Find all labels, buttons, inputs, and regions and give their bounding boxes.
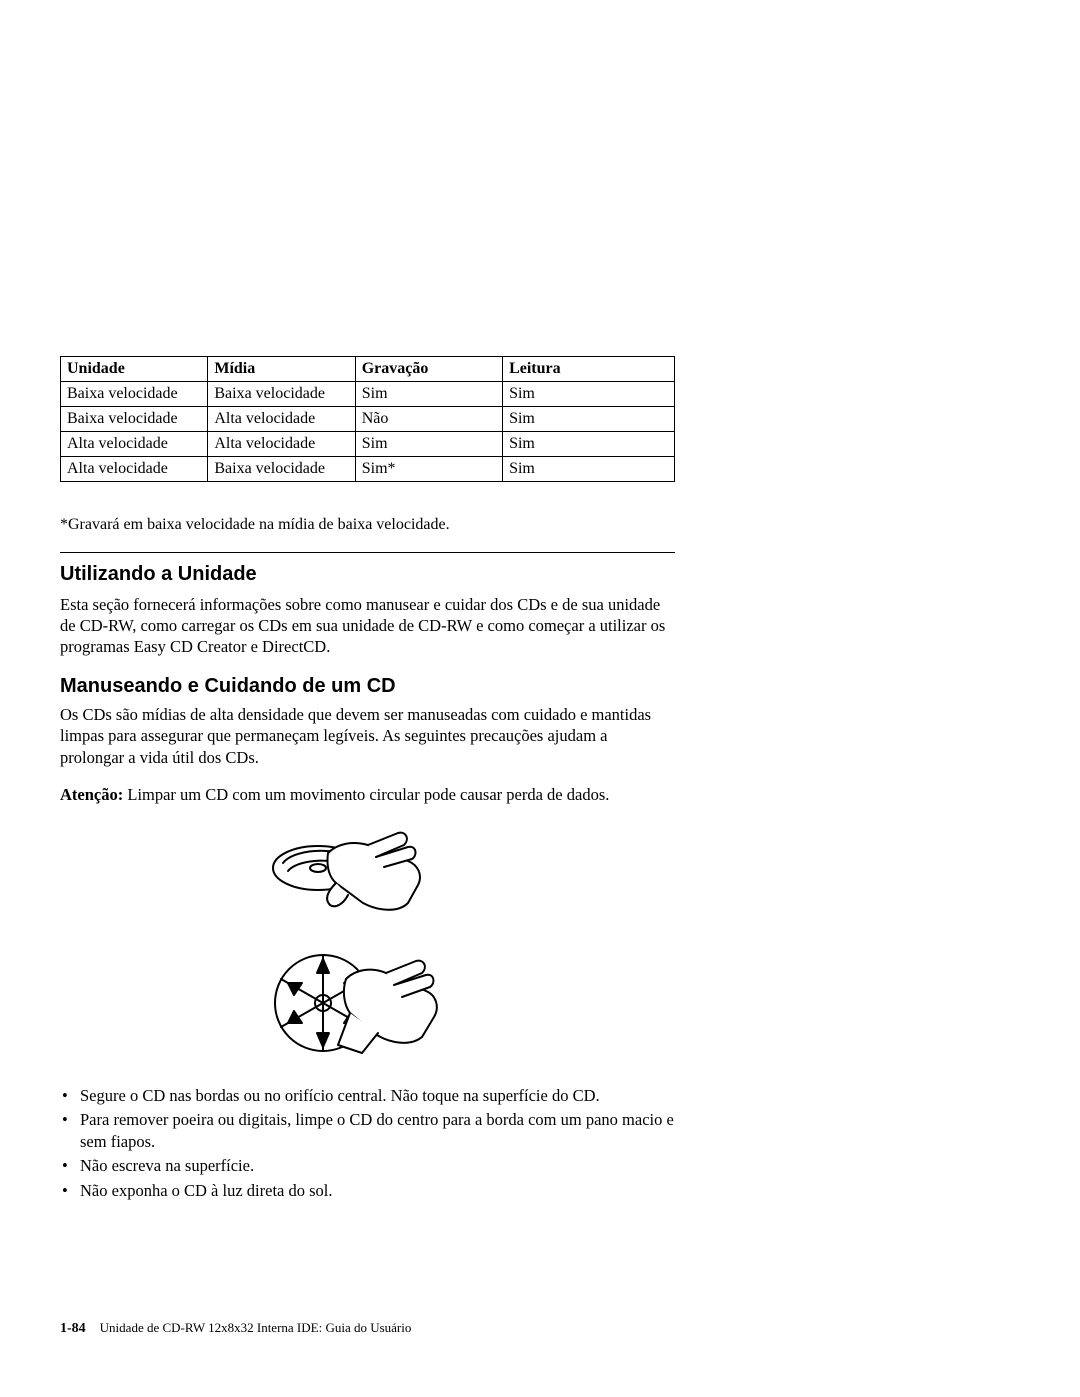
section-para-manuseando: Os CDs são mídias de alta densidade que … xyxy=(60,704,675,767)
cell: Sim xyxy=(503,382,675,407)
cell: Sim xyxy=(503,407,675,432)
list-item: Não escreva na superfície. xyxy=(60,1155,675,1176)
th-unidade: Unidade xyxy=(61,357,208,382)
list-item: Segure o CD nas bordas ou no orifício ce… xyxy=(60,1085,675,1106)
th-gravacao: Gravação xyxy=(355,357,502,382)
table-row: Alta velocidade Alta velocidade Sim Sim xyxy=(61,432,675,457)
table-row: Baixa velocidade Baixa velocidade Sim Si… xyxy=(61,382,675,407)
attention-label: Atenção: xyxy=(60,785,123,804)
cell: Baixa velocidade xyxy=(208,382,355,407)
cell: Baixa velocidade xyxy=(208,457,355,482)
cell: Sim xyxy=(503,457,675,482)
table-body: Baixa velocidade Baixa velocidade Sim Si… xyxy=(61,382,675,482)
cell: Não xyxy=(355,407,502,432)
attention-paragraph: Atenção: Limpar um CD com um movimento c… xyxy=(60,784,675,805)
cell: Alta velocidade xyxy=(208,407,355,432)
cell: Alta velocidade xyxy=(61,432,208,457)
cell: Sim* xyxy=(355,457,502,482)
page-number: 1-84 xyxy=(60,1321,86,1336)
section-para-utilizando: Esta seção fornecerá informações sobre c… xyxy=(60,594,675,657)
th-midia: Mídia xyxy=(208,357,355,382)
section-heading-utilizando: Utilizando a Unidade xyxy=(60,563,675,586)
list-item: Para remover poeira ou digitais, limpe o… xyxy=(60,1109,675,1152)
list-item: Não exponha o CD à luz direta do sol. xyxy=(60,1180,675,1201)
cell: Alta velocidade xyxy=(208,432,355,457)
cd-handling-figure xyxy=(60,813,675,1073)
table-footnote: *Gravará em baixa velocidade na mídia de… xyxy=(60,516,675,534)
attention-text: Limpar um CD com um movimento circular p… xyxy=(123,785,609,804)
page-footer: 1-84 Unidade de CD-RW 12x8x32 Interna IDE… xyxy=(60,1320,411,1337)
cell: Baixa velocidade xyxy=(61,382,208,407)
content-column: Unidade Mídia Gravação Leitura Baixa vel… xyxy=(60,356,675,1201)
section-rule xyxy=(60,552,675,553)
section-heading-manuseando: Manuseando e Cuidando de um CD xyxy=(60,675,675,698)
compatibility-table: Unidade Mídia Gravação Leitura Baixa vel… xyxy=(60,356,675,482)
document-page: Unidade Mídia Gravação Leitura Baixa vel… xyxy=(0,0,1080,1397)
th-leitura: Leitura xyxy=(503,357,675,382)
cell: Sim xyxy=(503,432,675,457)
running-head: Unidade de CD-RW 12x8x32 Interna IDE: Gu… xyxy=(100,1320,412,1335)
cell: Sim xyxy=(355,382,502,407)
cell: Sim xyxy=(355,432,502,457)
cell: Alta velocidade xyxy=(61,457,208,482)
table-row: Baixa velocidade Alta velocidade Não Sim xyxy=(61,407,675,432)
cd-handling-icon xyxy=(258,813,478,1073)
table-header-row: Unidade Mídia Gravação Leitura xyxy=(61,357,675,382)
table-row: Alta velocidade Baixa velocidade Sim* Si… xyxy=(61,457,675,482)
cell: Baixa velocidade xyxy=(61,407,208,432)
precaution-list: Segure o CD nas bordas ou no orifício ce… xyxy=(60,1085,675,1201)
